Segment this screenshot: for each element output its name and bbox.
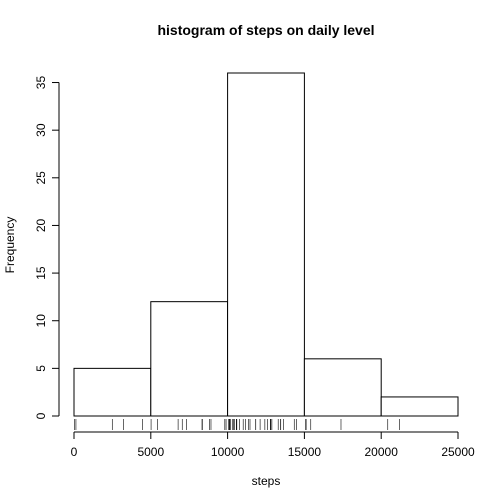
x-tick-label: 0 [71, 445, 78, 459]
y-axis-label: Frequency [3, 217, 17, 274]
x-tick-label: 10000 [211, 445, 245, 459]
x-axis-label: steps [252, 474, 281, 488]
y-tick-label: 30 [34, 123, 48, 137]
y-tick-label: 0 [34, 412, 48, 419]
chart-title: histogram of steps on daily level [157, 22, 374, 38]
y-tick-label: 15 [34, 266, 48, 280]
y-tick-label: 20 [34, 218, 48, 232]
y-tick-label: 10 [34, 314, 48, 328]
rug-marks [74, 419, 400, 430]
x-axis: 0 5000 10000 15000 20000 25000 [71, 431, 475, 459]
histogram-bar-3 [303, 358, 382, 417]
histogram-bar-2 [227, 72, 305, 417]
histogram-bar-4 [380, 396, 459, 417]
histogram-bars [73, 72, 459, 417]
x-tick-label: 25000 [441, 445, 475, 459]
x-tick-label: 5000 [137, 445, 164, 459]
histogram-bar-1 [150, 301, 229, 417]
y-tick-label: 5 [34, 365, 48, 372]
histogram-bar-0 [73, 367, 152, 417]
x-tick-label: 20000 [365, 445, 399, 459]
y-axis: 0 5 10 15 20 25 30 35 [34, 76, 60, 419]
x-tick-label: 15000 [288, 445, 322, 459]
y-tick-label: 35 [34, 76, 48, 90]
y-tick-label: 25 [34, 171, 48, 185]
